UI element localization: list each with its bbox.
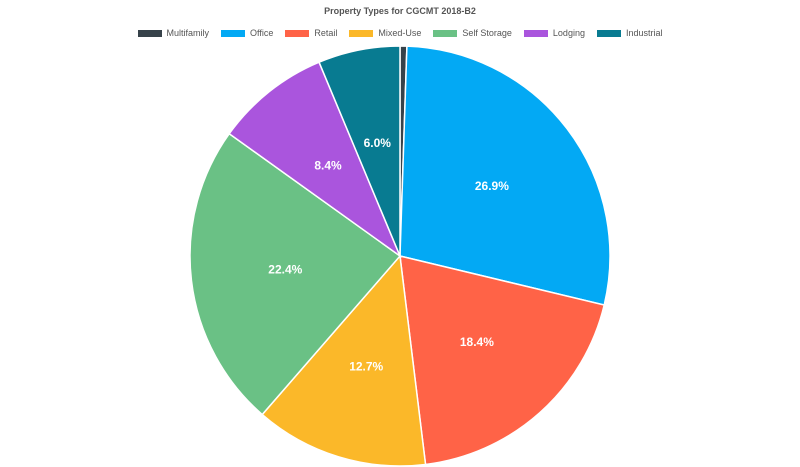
legend-label: Retail [314, 28, 338, 38]
legend: Multifamily Office Retail Mixed-Use Self Sto… [0, 28, 800, 38]
slice-label: 18.4% [460, 335, 494, 349]
pie-slice-retail[interactable] [399, 255, 606, 466]
legend-swatch [285, 29, 310, 37]
legend-item[interactable]: Office [221, 28, 273, 38]
legend-item[interactable]: Multifamily [137, 28, 210, 38]
pie-slice-industrial[interactable] [318, 45, 401, 257]
pie-slice-mixed-use[interactable] [261, 254, 427, 467]
slice-label: 6.0% [364, 136, 392, 150]
legend-label: Multifamily [166, 28, 210, 38]
legend-label: Industrial [625, 28, 663, 38]
legend-label: Office [250, 28, 274, 38]
pie-slice-office[interactable] [399, 45, 611, 306]
legend-item[interactable]: Industrial [596, 28, 663, 38]
legend-label: Mixed-Use [378, 28, 422, 38]
legend-item[interactable]: Retail [285, 28, 337, 38]
slice-label: 26.9% [475, 179, 509, 193]
slice-label: 12.7% [349, 359, 383, 373]
legend-label: Self Storage [462, 28, 512, 38]
legend-swatch [221, 29, 246, 37]
slice-label: 8.4% [314, 159, 342, 173]
legend-item[interactable]: Self Storage [433, 28, 512, 38]
legend-swatch [433, 29, 458, 37]
chart-title: Property Types for CGCMT 2018-B2 [324, 6, 476, 16]
legend-item[interactable]: Lodging [523, 28, 585, 38]
slice-label: 22.4% [268, 262, 302, 276]
legend-swatch [349, 29, 374, 37]
legend-item[interactable]: Mixed-Use [349, 28, 421, 38]
legend-swatch [523, 29, 548, 37]
legend-swatch [596, 29, 621, 37]
legend-swatch [137, 29, 162, 37]
pie-slice-lodging[interactable] [228, 61, 402, 259]
legend-label: Lodging [552, 28, 585, 38]
pie-slice-self-storage[interactable] [189, 132, 402, 416]
